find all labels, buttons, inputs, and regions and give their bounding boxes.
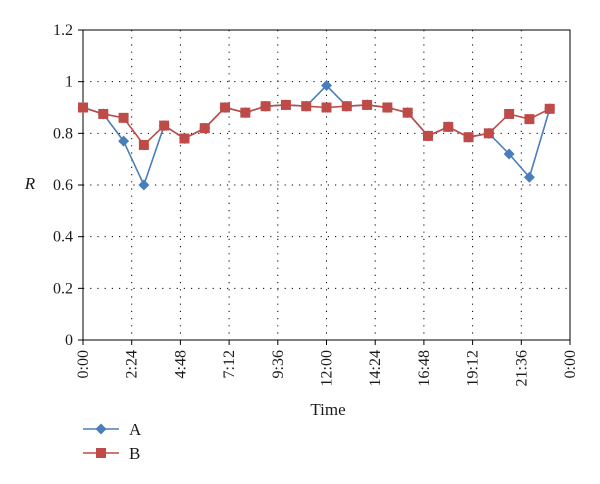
series-B-point [382,102,393,113]
series-A-point [523,171,535,183]
series-B-point [422,130,433,141]
x-tick-label: 0:00 [75,350,92,378]
y-tick-label: 1 [65,74,73,91]
series-B-point [483,128,494,139]
series-B-point [402,107,413,118]
series-B-point [280,99,291,110]
series-B-point [463,132,474,143]
series-B-point [220,102,231,113]
series-B-point [524,114,535,125]
gridlines [83,30,570,340]
legend-marker [95,423,107,435]
x-tick-label: 7:12 [221,350,238,378]
legend-label: B [129,444,140,463]
series-A [77,80,556,191]
y-tick-label: 1.2 [53,22,73,39]
series-A-point [118,135,130,147]
x-tick-label: 2:24 [124,350,141,378]
x-tick-label: 4:48 [172,350,189,378]
legend-item-B: B [83,444,140,463]
series-B-point [98,108,109,119]
series-B-point [159,120,170,131]
series-B-point [118,112,129,123]
legend: AB [83,420,142,463]
series-B-point [78,102,88,113]
y-tick-label: 0.4 [53,229,73,246]
series-B-point [240,107,251,118]
series-B-point [301,101,312,112]
y-tick-label: 0 [65,332,73,349]
x-tick-label: 0:00 [562,350,579,378]
series-B-point [341,101,352,112]
series-B-point [199,123,210,134]
series-B-point [179,133,190,144]
axes: 0 0.2 0.4 0.6 0.8 1 1.2 0:00 2:24 4:48 7:12 9:36 12:… [53,22,579,386]
series-B-point [544,103,555,114]
x-tick-label: 14:24 [367,350,384,386]
series-A-point [321,80,332,92]
series-B-point [321,102,332,113]
x-tick-label: 12:00 [319,350,336,386]
y-tick-label: 0.8 [53,125,73,142]
x-tick-label: 19:12 [465,350,482,386]
x-tick-label: 21:36 [513,350,530,386]
series-A-point [503,148,515,160]
series-B-point [138,139,149,150]
series-B-point [362,99,373,110]
x-axis-title: Time [310,400,345,419]
legend-item-A: A [83,420,142,439]
y-tick-label: 0.6 [53,177,73,194]
series-B-point [260,101,271,112]
series-layer [77,80,556,191]
series-B [78,99,555,150]
x-tick-label: 9:36 [270,350,287,378]
x-tick-label: 16:48 [416,350,433,386]
series-B-line [82,104,551,147]
series-B-point [504,108,515,119]
series-A-point [138,179,150,191]
y-tick-label: 0.2 [53,280,73,297]
series-B-point [443,121,454,132]
legend-label: A [129,420,142,439]
y-axis-title: R [24,174,36,193]
legend-marker [96,448,106,458]
